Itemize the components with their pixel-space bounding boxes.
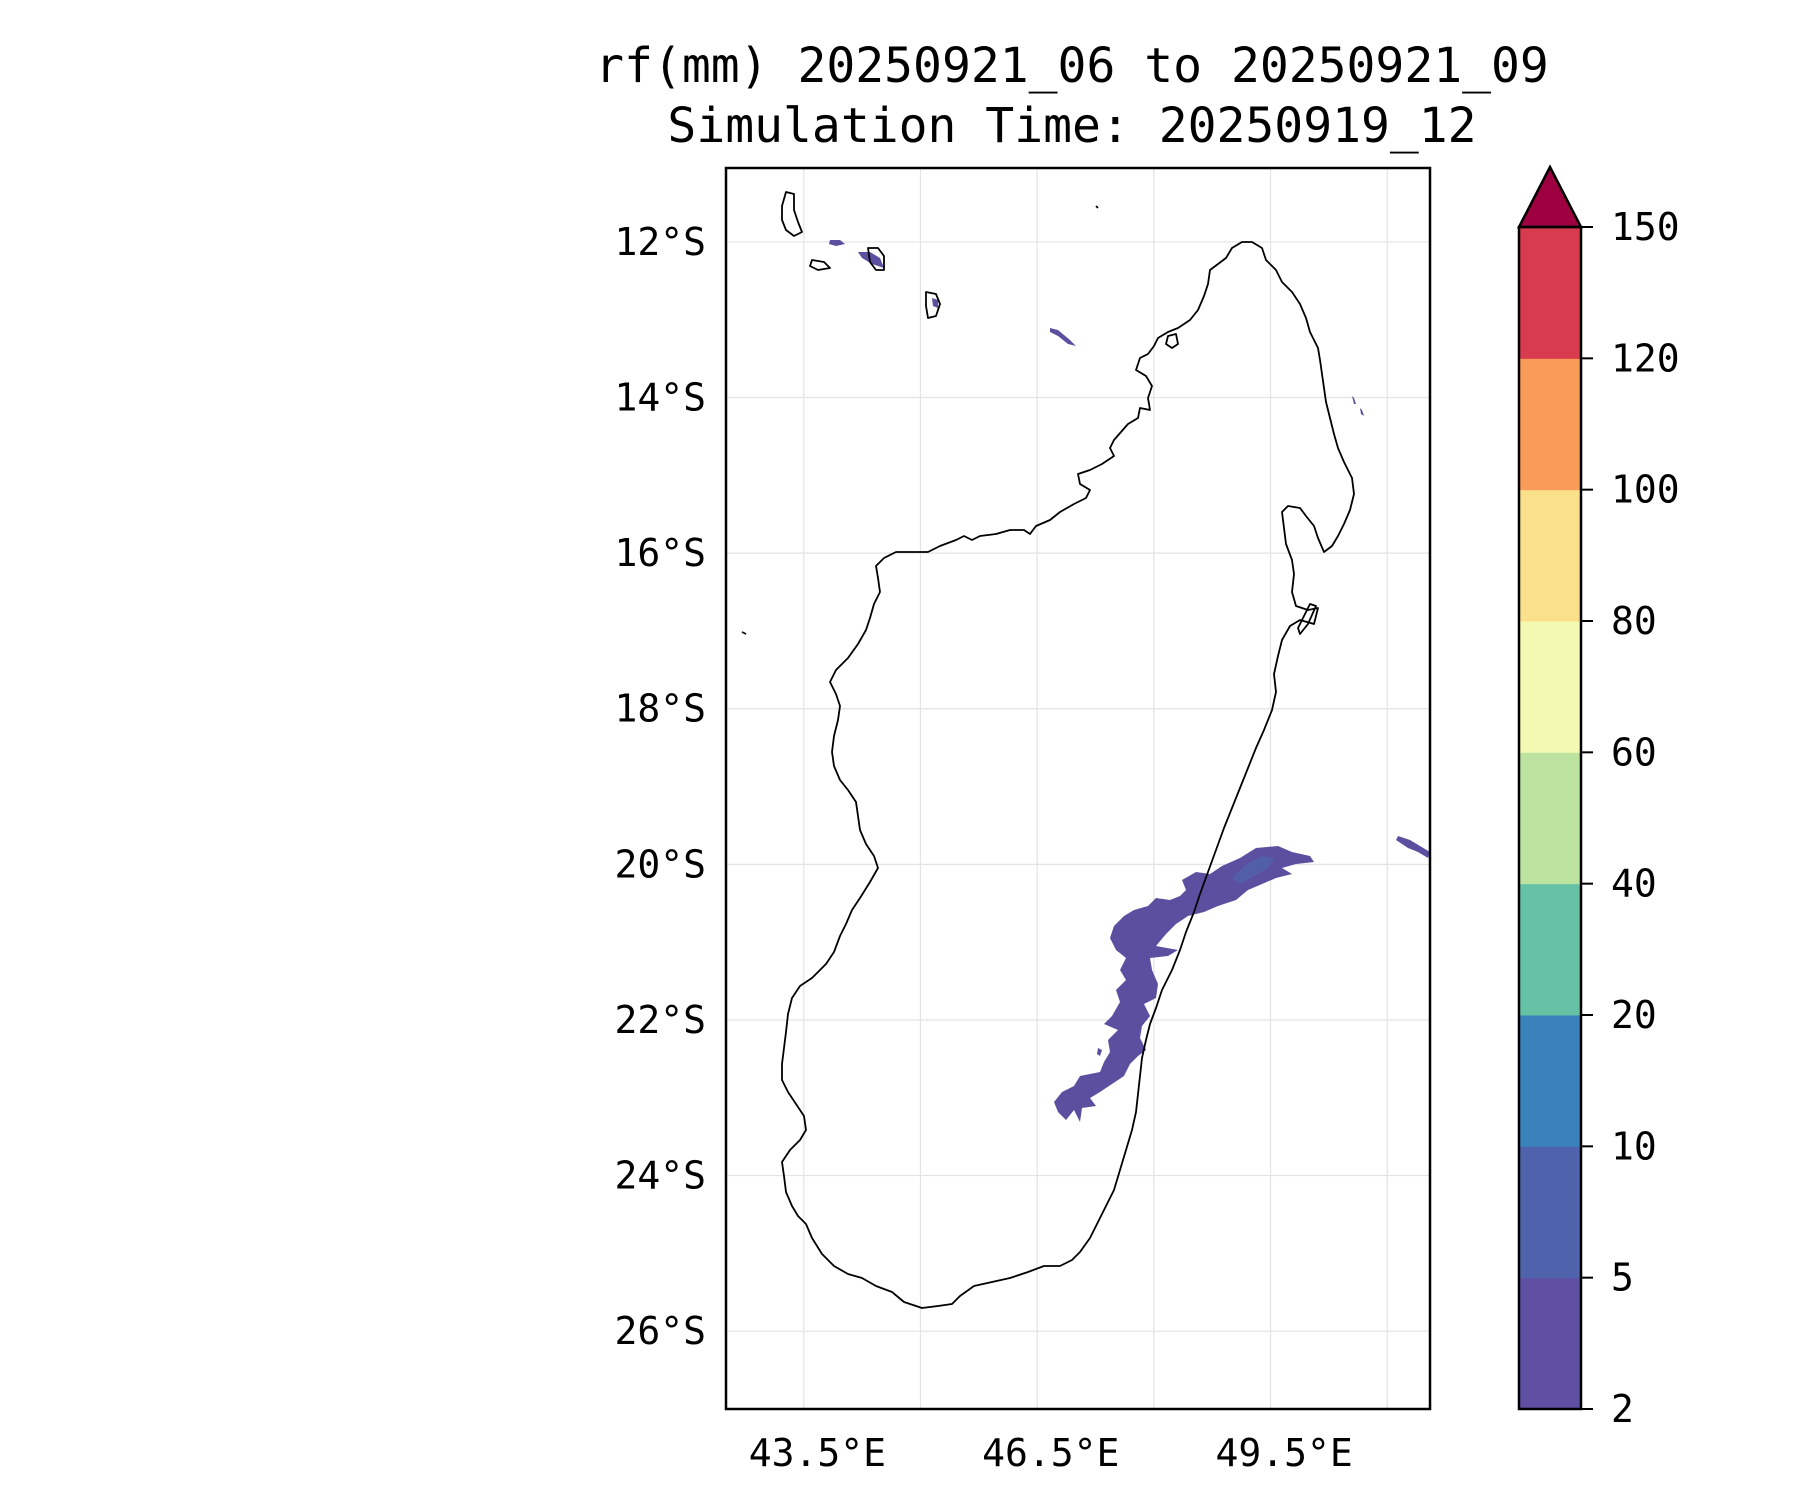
- colorbar-tick-label: 120: [1611, 336, 1680, 380]
- map-title-line2: Simulation Time: 20250919_12: [667, 98, 1476, 154]
- lat-tick-label: 16°S: [614, 531, 706, 575]
- rainfall-patch-mayotte: [932, 298, 938, 308]
- colorbar-tick-label: 10: [1611, 1124, 1657, 1168]
- grande-comore-island: [781, 191, 803, 237]
- rainfall-layer: [829, 240, 1430, 1122]
- madagascar-coastline: [781, 241, 1355, 1309]
- map-gridlines: [726, 168, 1430, 1409]
- rainfall-patch-ne: [1352, 396, 1364, 416]
- longitude-ticks: 43.5°E 46.5°E 49.5°E: [749, 1431, 1353, 1475]
- colorbar-tick-label: 2: [1611, 1387, 1634, 1431]
- lat-tick-label: 22°S: [614, 998, 706, 1042]
- lat-tick-label: 26°S: [614, 1309, 706, 1353]
- lat-tick-label: 18°S: [614, 687, 706, 731]
- colorbar-frame: [1517, 225, 1583, 1411]
- nosy-be-island: [1165, 333, 1179, 349]
- colorbar-tick-label: 80: [1611, 599, 1657, 643]
- colorbar-segment: [1519, 883, 1581, 1016]
- rainfall-patch-east: [1396, 836, 1430, 858]
- islet-west: [741, 631, 747, 635]
- lon-tick-label: 49.5°E: [1215, 1431, 1352, 1475]
- colorbar-extend-arrow: [1516, 164, 1584, 229]
- colorbar-segment: [1519, 358, 1581, 491]
- colorbar-segment: [1519, 489, 1581, 622]
- latitude-ticks: 12°S 14°S 16°S 18°S 20°S 22°S 24°S 26°S: [614, 220, 706, 1353]
- colorbar-tick-label: 5: [1611, 1256, 1634, 1300]
- map-frame: [724, 166, 1432, 1411]
- rainfall-patch-comoros-1: [829, 240, 845, 246]
- rainfall-patch-sw-speck: [1097, 1048, 1102, 1056]
- colorbar-tick-label: 100: [1611, 468, 1680, 512]
- colorbar-segment: [1519, 752, 1581, 885]
- colorbar-segment: [1519, 1146, 1581, 1279]
- moheli-island: [867, 247, 885, 271]
- sainte-marie-island: [1297, 603, 1317, 635]
- map-title-line1: rf(mm) 20250921_06 to 20250921_09: [595, 38, 1549, 94]
- islet-north: [1095, 205, 1099, 209]
- lat-tick-label: 20°S: [614, 842, 706, 886]
- colorbar-segment: [1519, 1015, 1581, 1147]
- colorbar: 2 5 10 20 40 60 80 100 120 150: [1516, 164, 1680, 1431]
- colorbar-tick-label: 60: [1611, 730, 1657, 774]
- mayotte-island: [925, 291, 941, 319]
- lat-tick-label: 14°S: [614, 376, 706, 420]
- colorbar-tick-label: 20: [1611, 993, 1657, 1037]
- rainfall-region-main: [1054, 846, 1314, 1122]
- colorbar-segment: [1519, 1277, 1581, 1410]
- rainfall-patch-nw: [1050, 328, 1076, 346]
- colorbar-tick-label: 40: [1611, 862, 1657, 906]
- lat-tick-label: 12°S: [614, 220, 706, 264]
- anjouan-island: [809, 259, 831, 271]
- colorbar-segment: [1519, 227, 1581, 359]
- coastlines: [741, 191, 1355, 1309]
- colorbar-tick-label: 150: [1611, 205, 1680, 249]
- rainfall-patch-comoros-2: [858, 252, 884, 268]
- lon-tick-label: 43.5°E: [749, 1431, 886, 1475]
- lat-tick-label: 24°S: [614, 1154, 706, 1198]
- lon-tick-label: 46.5°E: [982, 1431, 1119, 1475]
- rainfall-region-core: [1232, 856, 1274, 884]
- colorbar-segment: [1519, 621, 1581, 753]
